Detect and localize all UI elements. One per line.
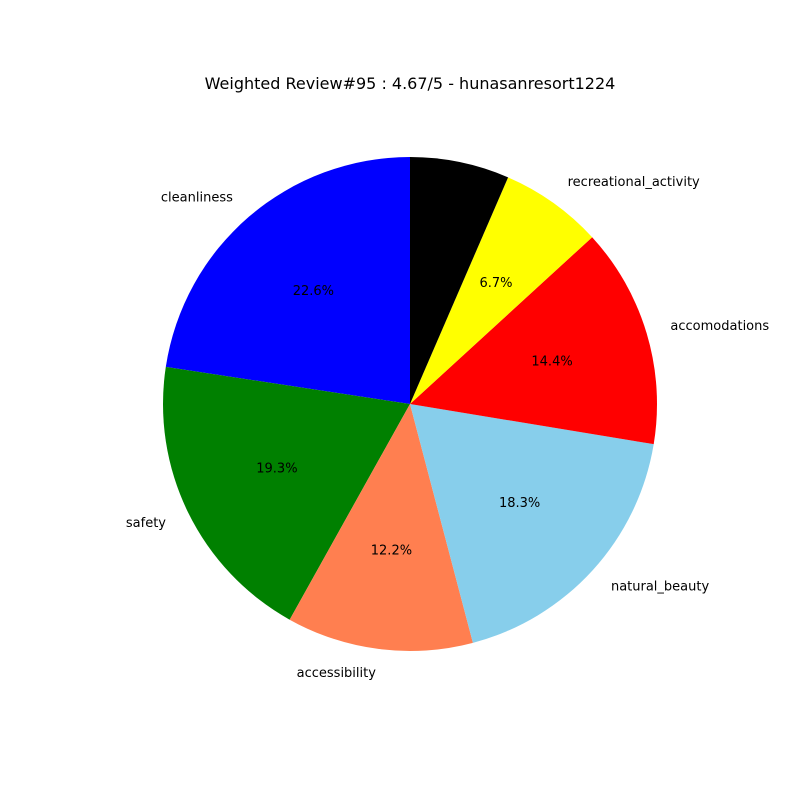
pct-accessibility: 12.2% <box>371 544 412 559</box>
pct-cleanliness: 22.6% <box>293 284 334 299</box>
label-recreational-activity: recreational_activity <box>568 175 700 190</box>
pie-slices <box>163 157 657 651</box>
label-accessibility: accessibility <box>297 666 377 681</box>
label-safety: safety <box>126 516 166 531</box>
label-cleanliness: cleanliness <box>161 190 233 205</box>
chart-title: Weighted Review#95 : 4.67/5 - hunasanres… <box>205 74 616 93</box>
pct-natural-beauty: 18.3% <box>499 496 540 511</box>
pct-accomodations: 14.4% <box>531 354 572 369</box>
label-natural-beauty: natural_beauty <box>611 579 710 594</box>
pct-recreational-activity: 6.7% <box>479 276 512 291</box>
pct-safety: 19.3% <box>256 462 297 477</box>
label-accomodations: accomodations <box>670 319 769 334</box>
